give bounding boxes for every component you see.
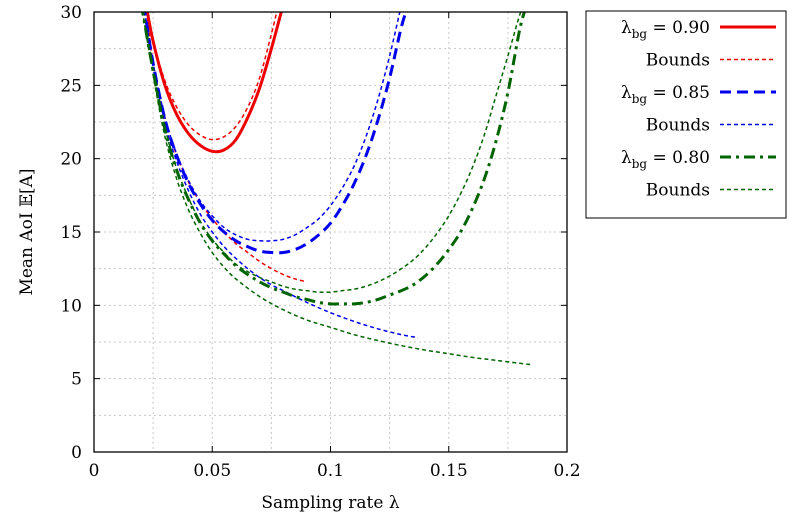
x-ticks: 0 0.05 0.1 0.15 0.2 [89, 12, 581, 481]
grid [94, 12, 567, 452]
series-line-1 [146, 12, 278, 141]
x-tick-label: 0.2 [553, 461, 580, 481]
legend-label: Bounds [646, 116, 710, 136]
y-tick-label: 10 [60, 296, 82, 316]
legend: λbg = 0.90 Bounds λbg = 0.85 Bounds λbg = 0.… [585, 10, 787, 219]
x-axis-label: Sampling rate λ [261, 493, 399, 513]
series-line-5 [143, 12, 419, 339]
x-tick-label: 0.15 [430, 461, 468, 481]
series-line-7 [141, 12, 522, 294]
series-line-3 [143, 12, 408, 255]
y-tick-label: 25 [60, 76, 82, 96]
legend-box [585, 10, 787, 219]
y-tick-label: 30 [60, 3, 82, 23]
y-tick-label: 0 [71, 443, 82, 463]
y-ticks: 0 5 10 15 20 25 30 [60, 3, 567, 463]
legend-label: Bounds [646, 181, 710, 201]
legend-label: Bounds [646, 51, 710, 71]
legend-label: λbg = 0.90 [621, 18, 710, 41]
y-tick-label: 15 [60, 223, 82, 243]
y-tick-label: 20 [60, 150, 82, 170]
y-tick-label: 5 [71, 370, 82, 390]
x-tick-label: 0.05 [193, 461, 231, 481]
series-line-6 [141, 12, 526, 306]
legend-label: λbg = 0.80 [621, 148, 710, 171]
x-tick-label: 0 [89, 461, 100, 481]
x-tick-label: 0.1 [317, 461, 344, 481]
legend-label: λbg = 0.85 [621, 83, 710, 106]
curves [141, 12, 532, 366]
series-line-0 [145, 12, 283, 154]
y-axis-label: Mean AoI 𝔼[A] [17, 168, 37, 295]
series-line-8 [141, 12, 532, 366]
